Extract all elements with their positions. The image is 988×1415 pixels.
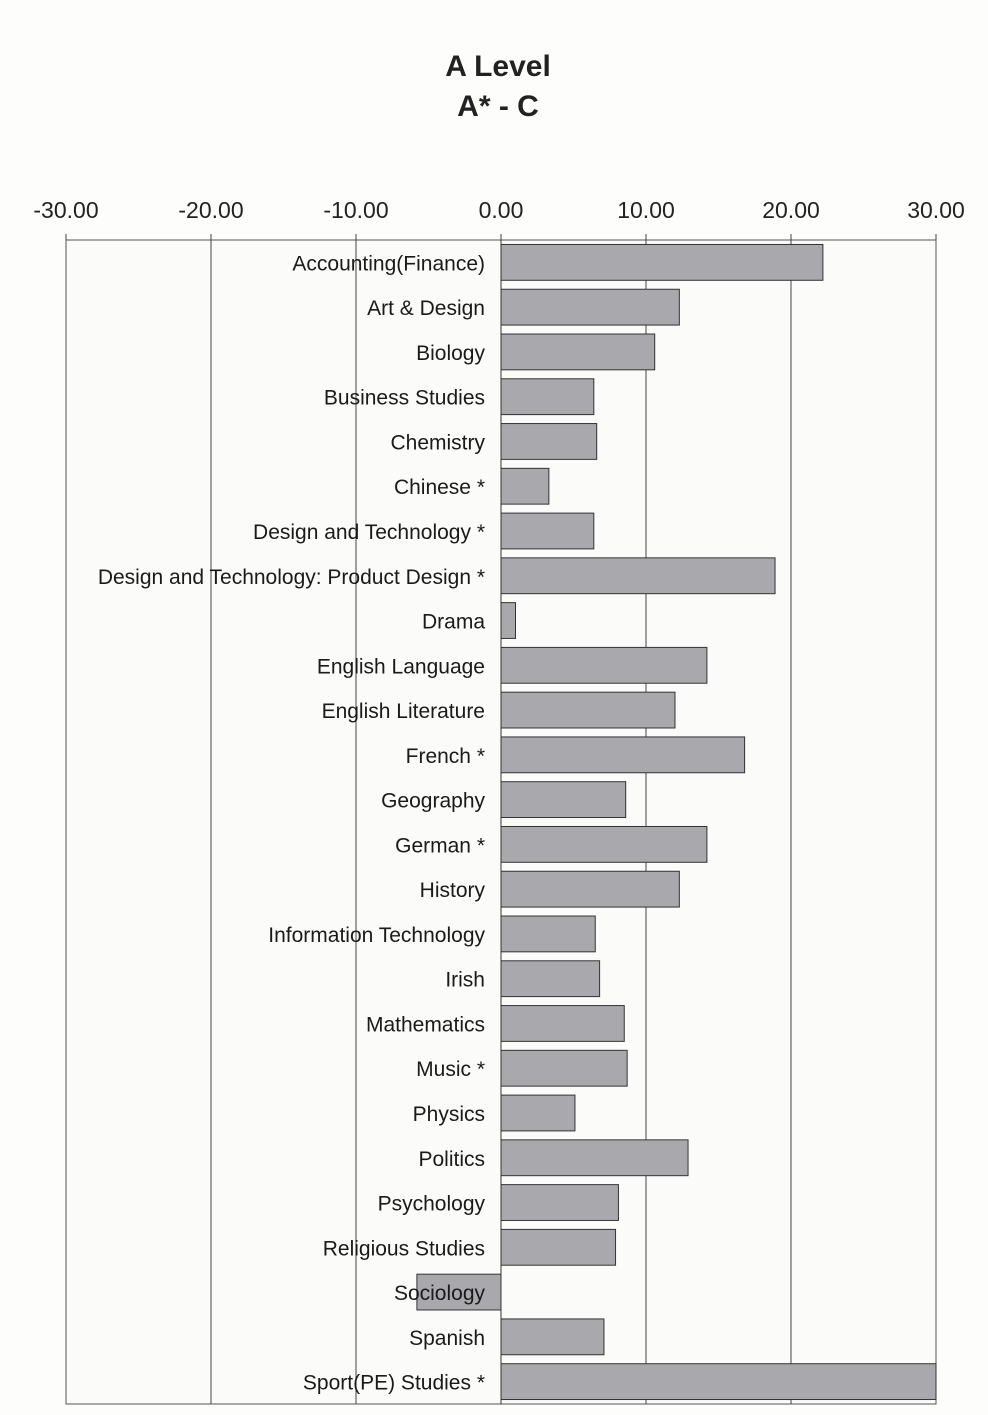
chart-title-line-1: A Level	[445, 50, 551, 83]
category-label: Physics	[413, 1103, 485, 1126]
category-label: Geography	[381, 790, 485, 813]
bar	[500, 1005, 625, 1042]
category-label: Music *	[416, 1058, 485, 1081]
category-label: Business Studies	[324, 387, 485, 410]
category-label: German *	[395, 834, 485, 857]
bar	[500, 781, 627, 819]
category-label: French *	[406, 745, 485, 768]
chart-title-line-2: A* - C	[457, 90, 539, 123]
category-label: Sociology	[394, 1282, 486, 1305]
x-tick-label: 10.00	[617, 197, 675, 223]
category-label: English Literature	[322, 700, 485, 723]
category-label: History	[420, 879, 486, 902]
bars	[416, 243, 937, 1401]
bar	[500, 1049, 628, 1087]
bar	[500, 960, 601, 998]
x-axis-tick-labels: -30.00 -20.00 -10.00 0.00 10.00 20.00 30.00	[33, 197, 964, 223]
bar	[500, 870, 680, 908]
bar	[500, 378, 595, 416]
category-label: Accounting(Finance)	[292, 252, 485, 275]
bar	[500, 333, 656, 371]
bar	[500, 243, 824, 281]
bar	[500, 646, 708, 684]
category-label: Politics	[418, 1148, 485, 1171]
bar	[500, 736, 746, 774]
category-label: Irish	[445, 969, 485, 992]
x-tick-label: 30.00	[907, 197, 965, 223]
bar	[500, 512, 595, 550]
bar	[500, 557, 776, 595]
category-label: Mathematics	[366, 1013, 485, 1036]
category-label: Chemistry	[390, 431, 485, 454]
category-label: Design and Technology *	[253, 521, 485, 544]
category-labels: Accounting(Finance) Art & Design Biology Bu…	[98, 252, 486, 1394]
bar	[500, 1184, 619, 1221]
x-tick-label: -30.00	[33, 197, 98, 223]
bar	[500, 1318, 605, 1356]
category-label: Psychology	[378, 1193, 486, 1216]
bar	[500, 423, 598, 460]
category-label: Drama	[422, 611, 485, 634]
x-tick-label: -10.00	[323, 197, 388, 223]
bar	[500, 1094, 576, 1132]
bar	[500, 467, 550, 505]
bar	[500, 1228, 617, 1266]
x-tick-label: 0.00	[479, 197, 524, 223]
category-label: Spanish	[409, 1327, 485, 1350]
bar	[416, 1273, 502, 1311]
category-label: Design and Technology: Product Design *	[98, 566, 485, 589]
category-label: Sport(PE) Studies *	[303, 1372, 485, 1395]
bar	[500, 691, 676, 729]
bar	[500, 602, 516, 639]
bar	[500, 1363, 937, 1401]
x-tick-label: 20.00	[762, 197, 820, 223]
bar	[500, 1139, 689, 1177]
category-label: Biology	[416, 342, 485, 365]
category-label: Information Technology	[268, 924, 485, 947]
bar	[500, 288, 680, 326]
category-label: Chinese *	[394, 476, 485, 499]
bar	[500, 915, 596, 953]
category-label: Art & Design	[367, 297, 485, 320]
category-label: English Language	[317, 655, 485, 678]
x-tick-label: -20.00	[178, 197, 243, 223]
chart-title: A Level A* - C	[445, 50, 551, 123]
bar	[500, 825, 708, 863]
category-label: Religious Studies	[323, 1237, 485, 1260]
